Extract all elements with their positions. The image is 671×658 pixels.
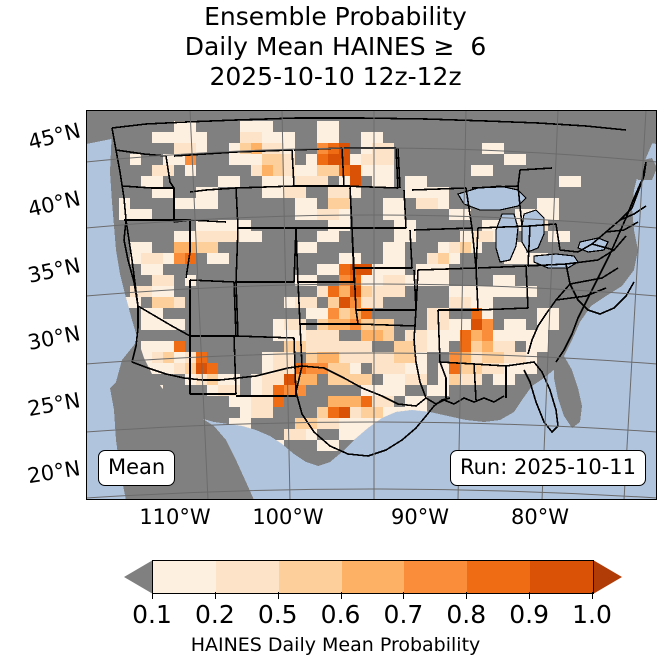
colorbar-over-arrow: [593, 560, 622, 594]
colorbar-tick-label-3: 0.6: [320, 600, 361, 629]
colorbar-tick-3: [340, 592, 342, 599]
colorbar-segment-4: [404, 561, 468, 593]
colorbar-tick-6: [529, 592, 531, 599]
run-annotation-label: Run: 2025-10-11: [459, 455, 636, 479]
lon-label-80W: 80°W: [511, 505, 569, 529]
colorbar[interactable]: 0.1 0.2 0.5 0.6 0.7 0.8 0.9 1.0 HAINES Daily Me…: [0, 548, 671, 658]
colorbar-segment-6: [530, 561, 594, 593]
colorbar-segment-5: [467, 561, 531, 593]
graticule: [86, 110, 657, 500]
colorbar-axis-label: HAINES Daily Mean Probability: [190, 634, 481, 656]
colorbar-tick-1: [214, 592, 216, 599]
political-boundaries: [111, 117, 647, 457]
colorbar-tick-labels: 0.1 0.2 0.5 0.6 0.7 0.8 0.9 1.0: [0, 600, 671, 634]
lat-label-35N: 35°N: [25, 253, 83, 288]
colorbar-tick-7: [592, 592, 593, 599]
title-line-3: 2025-10-10 12z-12z: [209, 62, 462, 91]
stat-annotation-box[interactable]: Mean: [98, 450, 176, 486]
lat-label-30N: 30°N: [25, 321, 83, 355]
colorbar-ticks: [0, 592, 671, 604]
colorbar-tick-5: [466, 592, 468, 599]
colorbar-tick-label-1: 0.2: [194, 600, 235, 629]
lat-label-45N: 45°N: [25, 118, 83, 155]
map-plot-area[interactable]: Mean Run: 2025-10-11: [86, 110, 657, 500]
colorbar-gradient[interactable]: [152, 560, 594, 594]
colorbar-segment-0: [153, 561, 216, 593]
run-annotation-box[interactable]: Run: 2025-10-11: [449, 450, 646, 486]
colorbar-tick-label-0: 0.1: [132, 600, 172, 629]
map-svg: [86, 110, 657, 500]
title-line-1: Ensemble Probability: [204, 2, 467, 31]
colorbar-tick-label-7: 1.0: [572, 600, 612, 629]
colorbar-tick-label-6: 0.9: [509, 600, 550, 629]
figure-title: Ensemble Probability Daily Mean HAINES ≥…: [0, 2, 671, 92]
colorbar-tick-4: [403, 592, 405, 599]
stat-annotation-label: Mean: [108, 455, 166, 479]
colorbar-segment-2: [278, 561, 342, 593]
great-lakes: [457, 185, 609, 269]
title-line-2: Daily Mean HAINES ≥ 6: [184, 32, 487, 61]
lon-label-100W: 100°W: [252, 505, 324, 529]
colorbar-tick-label-4: 0.7: [383, 600, 424, 629]
colorbar-tick-0: [152, 592, 153, 599]
colorbar-under-arrow: [124, 560, 153, 594]
colorbar-tick-label-5: 0.8: [446, 600, 487, 629]
colorbar-tick-2: [277, 592, 279, 599]
lon-label-110W: 110°W: [139, 505, 211, 529]
colorbar-segment-1: [215, 561, 279, 593]
lon-label-90W: 90°W: [391, 505, 449, 529]
lat-label-25N: 25°N: [25, 388, 83, 422]
lat-label-20N: 20°N: [25, 456, 82, 489]
lat-label-40N: 40°N: [25, 186, 83, 222]
colorbar-segment-3: [341, 561, 405, 593]
colorbar-tick-label-2: 0.5: [257, 600, 298, 629]
